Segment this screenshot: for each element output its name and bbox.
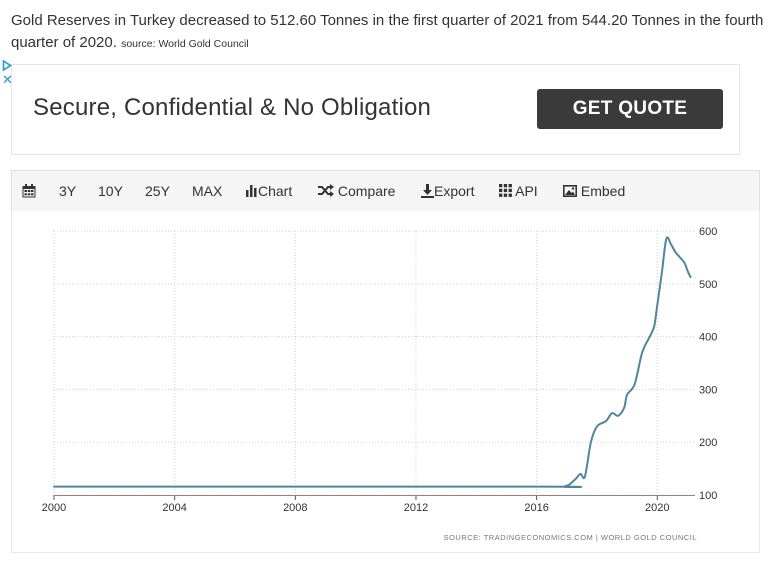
ad-choices-play-icon[interactable] (2, 59, 12, 74)
chart-container: 2000 2004 2008 2012 2016 2020 600 500 400 300 200… (11, 211, 760, 553)
series-line-gold-reserves (53, 236, 692, 489)
x-axis-ticks: 2000 2004 2008 2012 2016 2020 (42, 495, 695, 514)
x-tick-label: 2000 (42, 502, 66, 514)
ad-close-icon[interactable]: ✕ (2, 72, 13, 87)
range-25y-button[interactable]: 25Y (145, 183, 170, 199)
line-chart: 2000 2004 2008 2012 2016 2020 600 500 400 300 200… (42, 226, 718, 542)
compare-button[interactable]: Compare (318, 171, 395, 211)
calendar-icon[interactable] (22, 171, 36, 211)
x-tick-label: 2008 (283, 502, 307, 514)
export-label: Export (434, 183, 475, 199)
x-tick-label: 2004 (162, 502, 186, 514)
download-icon (421, 184, 434, 198)
api-button[interactable]: API (499, 171, 538, 211)
y-tick-label: 300 (699, 384, 717, 396)
y-tick-label: 200 (699, 437, 717, 449)
bar-chart-icon (246, 185, 257, 197)
y-tick-label: 500 (699, 279, 717, 291)
x-tick-label: 2016 (524, 502, 548, 514)
embed-button[interactable]: Embed (563, 171, 625, 211)
y-axis-ticks: 600 500 400 300 200 100 (699, 226, 717, 502)
x-tick-label: 2020 (645, 502, 669, 514)
headline: Gold Reserves in Turkey decreased to 512… (11, 10, 767, 55)
compare-label: Compare (337, 183, 396, 199)
y-tick-label: 600 (699, 226, 717, 238)
chart-label: Chart (258, 183, 293, 199)
headline-source: source: World Gold Council (121, 38, 249, 50)
range-10y-button[interactable]: 10Y (98, 183, 123, 199)
y-tick-label: 400 (699, 332, 717, 344)
chart-type-button[interactable]: Chart (245, 171, 292, 211)
headline-text: Gold Reserves in Turkey decreased to 512… (11, 12, 764, 51)
grid-icon (499, 184, 512, 197)
chart-toolbar: 3Y 10Y 25Y MAX Chart Compare Export (11, 170, 760, 211)
export-button[interactable]: Export (421, 171, 474, 211)
get-quote-button[interactable]: GET QUOTE (537, 89, 723, 129)
ad-text: Secure, Confidential & No Obligation (33, 94, 432, 121)
ad-banner[interactable]: Secure, Confidential & No Obligation GET… (11, 64, 740, 155)
embed-label: Embed (580, 183, 626, 199)
api-label: API (515, 183, 538, 199)
y-tick-label: 100 (699, 490, 717, 502)
x-tick-label: 2012 (404, 502, 428, 514)
shuffle-icon (318, 184, 334, 197)
range-max-button[interactable]: MAX (192, 183, 223, 199)
image-icon (563, 185, 577, 197)
range-3y-button[interactable]: 3Y (59, 183, 77, 199)
grid (53, 230, 695, 496)
chart-source-note: SOURCE: TRADINGECONOMICS.COM | WORLD GOL… (444, 533, 697, 542)
